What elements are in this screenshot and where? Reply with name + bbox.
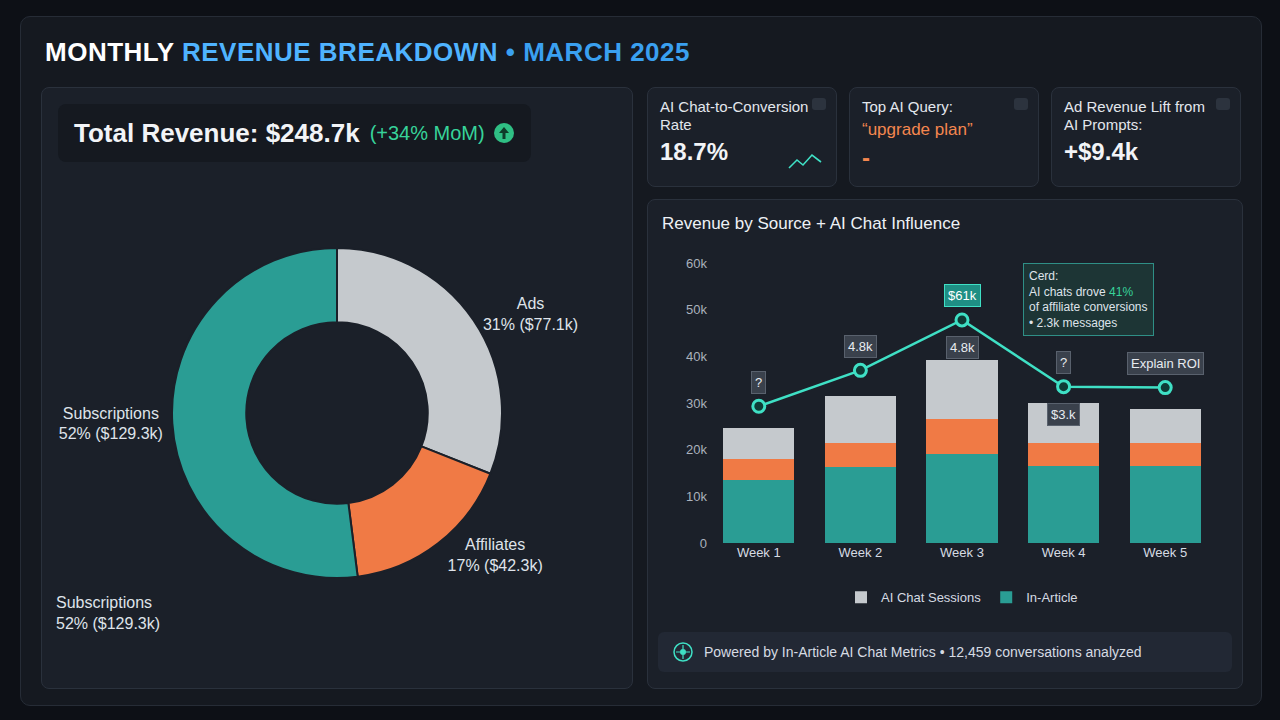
svg-text:60k: 60k (686, 256, 707, 271)
svg-text:4.8k: 4.8k (848, 339, 873, 354)
svg-text:Week 1: Week 1 (737, 545, 781, 560)
svg-text:$61k: $61k (948, 288, 977, 303)
svg-text:4.8k: 4.8k (950, 340, 975, 355)
svg-text:$3.k: $3.k (1051, 407, 1076, 422)
html-text:18.7%: 18.7% (660, 138, 729, 165)
svg-text:0: 0 (700, 536, 707, 551)
html-text:+$9.4k: +$9.4k (1064, 138, 1139, 165)
html-text:Top AI Query:: Top AI Query: (862, 98, 953, 115)
svg-text:Ads31% ($77.1k): Ads31% ($77.1k) (483, 295, 578, 333)
html-text:Total Revenue: $248.7k (+34% M: Total Revenue: $248.7k (+34% MoM) (74, 117, 485, 148)
svg-text:Week 2: Week 2 (838, 545, 882, 560)
html-text:Revenue by Source + AI Chat In: Revenue by Source + AI Chat Influence (662, 214, 961, 233)
svg-text:Explain ROI: Explain ROI (1131, 356, 1200, 371)
svg-text:AI Chat Sessions: AI Chat Sessions (881, 590, 981, 605)
svg-text:Week 4: Week 4 (1042, 545, 1086, 560)
html-text:AI Chat-to-Conversion Rate: AI Chat-to-Conversion Rate (660, 98, 809, 133)
svg-text:?: ? (1060, 355, 1067, 370)
svg-text:40k: 40k (686, 349, 707, 364)
svg-text:50k: 50k (686, 302, 707, 317)
svg-text:Week 3: Week 3 (940, 545, 984, 560)
html-text:MONTHLY REVENUE BREAKDOWN • MA: MONTHLY REVENUE BREAKDOWN • MARCH 2025 (45, 37, 690, 67)
svg-text:Subscriptions52% ($129.3k): Subscriptions52% ($129.3k) (56, 594, 160, 632)
svg-text:?: ? (755, 375, 762, 390)
html-text:Ad Revenue Lift from AI Prompt: Ad Revenue Lift from AI Prompts: (1064, 98, 1205, 133)
svg-text:Cerd:AI chats drove 41%of affi: Cerd:AI chats drove 41%of affiliate conv… (1029, 269, 1148, 330)
svg-text:Affiliates17% ($42.3k): Affiliates17% ($42.3k) (448, 536, 543, 574)
svg-text:Week 5: Week 5 (1143, 545, 1187, 560)
svg-text:30k: 30k (686, 396, 707, 411)
svg-text:Subscriptions52% ($129.3k): Subscriptions52% ($129.3k) (59, 405, 163, 443)
html-text:“upgrade plan”: “upgrade plan” (862, 120, 973, 139)
html-text:Powered by In-Article AI Chat: Powered by In-Article AI Chat Metrics • … (704, 644, 1142, 660)
svg-text:10k: 10k (686, 489, 707, 504)
svg-text:20k: 20k (686, 442, 707, 457)
svg-text:In-Article: In-Article (1026, 590, 1077, 605)
